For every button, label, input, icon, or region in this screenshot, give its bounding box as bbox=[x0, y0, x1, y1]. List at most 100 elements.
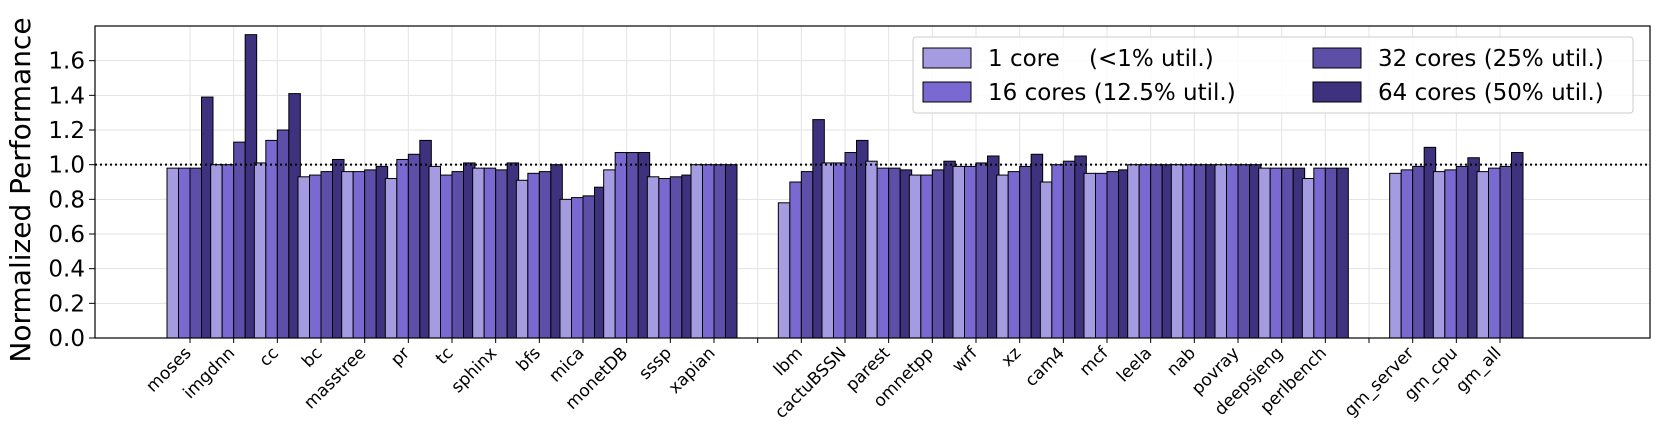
bar bbox=[1499, 165, 1512, 339]
bar bbox=[603, 169, 616, 339]
bar bbox=[1455, 165, 1469, 339]
x-tick-label: gm_all bbox=[1452, 343, 1506, 397]
bar bbox=[221, 164, 235, 339]
bar bbox=[451, 171, 464, 339]
bar bbox=[1412, 165, 1425, 339]
bars bbox=[166, 34, 1524, 339]
bar bbox=[495, 169, 508, 339]
bar bbox=[669, 176, 683, 339]
bar bbox=[1127, 164, 1140, 339]
y-tick-label: 0.0 bbox=[48, 326, 85, 352]
bar bbox=[276, 129, 290, 339]
bar bbox=[1432, 171, 1446, 339]
y-ticks: 0.0 0.2 0.4 0.6 0.8 1.0 1.2 1.4 1.6 bbox=[48, 49, 95, 352]
bar bbox=[1019, 165, 1032, 339]
bar bbox=[658, 178, 671, 339]
legend: 1 core (<1% util.) 16 cores (12.5% util.)… bbox=[912, 36, 1634, 114]
x-tick-label: nab bbox=[1163, 343, 1200, 380]
bar bbox=[844, 152, 857, 339]
axes bbox=[94, 25, 1651, 339]
bar bbox=[1007, 171, 1021, 339]
bar bbox=[483, 167, 497, 339]
bar bbox=[1095, 172, 1108, 339]
bar bbox=[1336, 167, 1349, 339]
bar bbox=[233, 141, 246, 339]
bar bbox=[952, 165, 965, 339]
legend-label: 64 cores (50% util.) bbox=[1378, 80, 1604, 106]
x-tick-label: tc bbox=[432, 343, 457, 368]
y-tick-label: 0.6 bbox=[48, 222, 85, 248]
x-tick-label: gm_server bbox=[1341, 343, 1419, 421]
bar bbox=[964, 165, 977, 339]
bar bbox=[559, 198, 572, 339]
bar bbox=[1400, 169, 1414, 339]
bar bbox=[1237, 164, 1250, 339]
bar bbox=[1269, 167, 1283, 339]
plot-frame bbox=[94, 25, 1651, 339]
bar bbox=[713, 164, 726, 339]
bar bbox=[1182, 164, 1195, 339]
y-tick-label: 0.2 bbox=[48, 291, 85, 317]
bar bbox=[253, 162, 267, 339]
bar bbox=[614, 152, 628, 339]
bar bbox=[166, 167, 179, 339]
bar bbox=[1138, 164, 1152, 339]
bar bbox=[407, 153, 421, 339]
bar bbox=[702, 164, 715, 339]
bar bbox=[472, 167, 485, 339]
bar bbox=[396, 158, 409, 339]
bar bbox=[821, 162, 834, 339]
y-tick-label: 1.2 bbox=[48, 118, 85, 144]
bar bbox=[931, 169, 945, 339]
bar bbox=[1476, 171, 1489, 339]
x-tick-label: bc bbox=[298, 343, 326, 371]
bar bbox=[777, 202, 791, 339]
bar bbox=[1062, 160, 1076, 339]
legend-label: 32 cores (25% util.) bbox=[1378, 46, 1604, 72]
bar bbox=[1511, 152, 1524, 339]
bar bbox=[341, 171, 354, 339]
bar bbox=[1150, 164, 1163, 339]
bar bbox=[789, 181, 802, 339]
legend-box bbox=[912, 36, 1634, 114]
bar bbox=[210, 164, 223, 339]
bar bbox=[626, 152, 639, 339]
bar bbox=[975, 162, 988, 339]
bar bbox=[320, 171, 333, 339]
y-tick-label: 0.8 bbox=[48, 187, 85, 213]
y-axis-label: Normalized Performance bbox=[4, 17, 37, 362]
x-tick-label: xz bbox=[998, 343, 1026, 371]
bar bbox=[1106, 171, 1119, 339]
bar bbox=[538, 171, 552, 339]
x-tick-label: cam4 bbox=[1021, 343, 1068, 390]
bar bbox=[725, 164, 738, 339]
bar bbox=[384, 178, 398, 339]
y-tick-label: 0.4 bbox=[48, 257, 85, 283]
bar bbox=[1389, 172, 1402, 339]
legend-swatch bbox=[1312, 81, 1362, 103]
bar bbox=[527, 172, 540, 339]
bar bbox=[1324, 167, 1338, 339]
bar bbox=[1488, 167, 1501, 339]
bar bbox=[1301, 178, 1315, 339]
y-tick-label: 1.4 bbox=[48, 83, 85, 109]
bar bbox=[833, 162, 846, 339]
legend-swatch bbox=[1312, 47, 1362, 69]
bar bbox=[428, 165, 441, 339]
bar bbox=[888, 167, 901, 339]
x-tick-label: cc bbox=[256, 343, 283, 370]
x-tick-label: xapian bbox=[665, 343, 720, 398]
bar bbox=[1039, 181, 1053, 339]
bar bbox=[646, 176, 660, 339]
bar bbox=[1193, 164, 1207, 339]
bar bbox=[1051, 164, 1064, 339]
bar bbox=[996, 174, 1009, 339]
y-tick-label: 1.0 bbox=[48, 153, 85, 179]
x-tick-label: sphinx bbox=[447, 343, 501, 397]
bar bbox=[865, 160, 878, 339]
legend-swatch bbox=[922, 81, 972, 103]
bar bbox=[297, 176, 310, 339]
legend-label: 16 cores (12.5% util.) bbox=[988, 80, 1236, 106]
